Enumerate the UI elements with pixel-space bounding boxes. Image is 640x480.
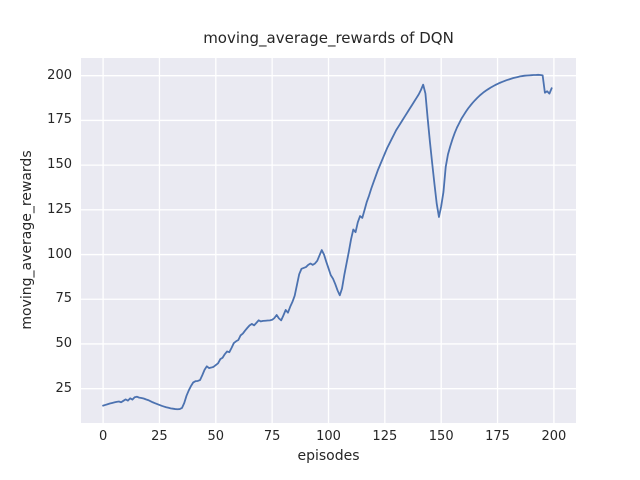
x-tick-label: 0 bbox=[98, 429, 108, 444]
x-tick-label: 75 bbox=[263, 429, 281, 444]
x-tick-label: 50 bbox=[207, 429, 225, 444]
y-tick-label: 50 bbox=[55, 335, 72, 351]
x-tick-label: 125 bbox=[372, 429, 398, 444]
y-tick-label: 150 bbox=[47, 157, 72, 173]
y-tick-label: 25 bbox=[55, 380, 72, 396]
x-tick-label: 150 bbox=[428, 429, 454, 444]
line-chart-svg bbox=[81, 58, 576, 423]
x-axis-label: episodes bbox=[297, 448, 360, 464]
data-line-moving_average_rewards bbox=[102, 73, 553, 411]
plot-area bbox=[81, 58, 576, 423]
y-tick-label: 75 bbox=[55, 291, 72, 307]
y-tick-label: 175 bbox=[47, 112, 72, 128]
x-tick-label: 200 bbox=[541, 429, 567, 444]
x-tick-label: 175 bbox=[485, 429, 510, 444]
y-tick-label: 200 bbox=[47, 67, 72, 83]
x-tick-label: 100 bbox=[316, 429, 341, 444]
y-tick-label: 100 bbox=[47, 246, 72, 262]
x-tick-label: 25 bbox=[151, 429, 168, 444]
chart-title: moving_average_rewards of DQN bbox=[203, 29, 454, 47]
y-tick-label: 125 bbox=[47, 201, 72, 217]
